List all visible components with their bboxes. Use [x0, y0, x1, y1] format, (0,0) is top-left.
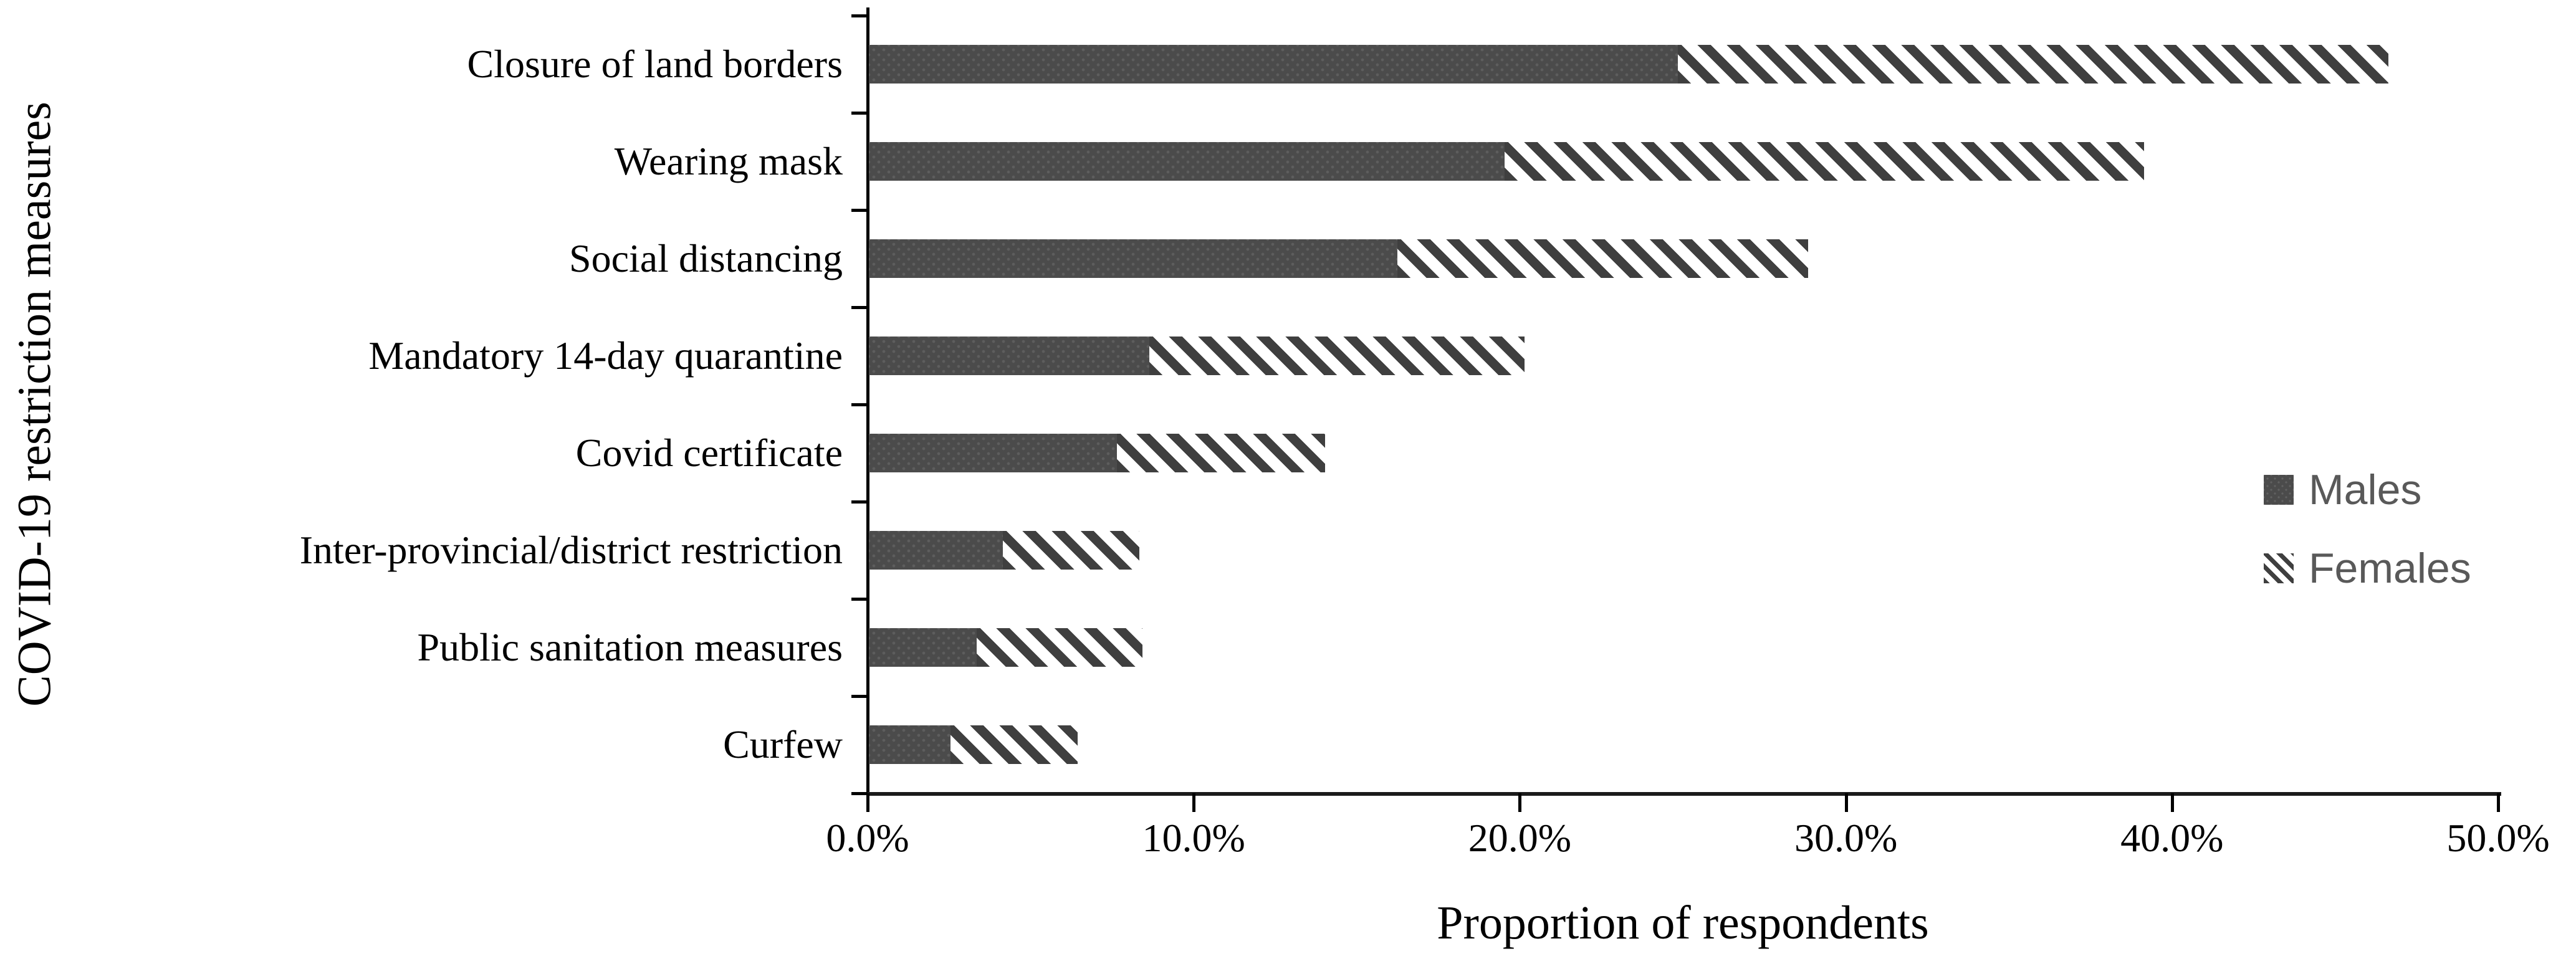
x-axis-tick-label: 50.0% — [2446, 816, 2550, 860]
y-axis-tick — [851, 500, 868, 504]
category-label: Wearing mask — [614, 139, 843, 183]
bar-females-segment — [1116, 434, 1326, 472]
x-axis-tick — [1518, 793, 1522, 812]
category-label: Covid certificate — [575, 431, 843, 475]
y-axis-tick — [851, 792, 868, 795]
category-label: Inter-provincial/district restriction — [299, 528, 843, 572]
legend-item-females: Females — [2264, 547, 2471, 590]
bar-males-segment — [869, 337, 1149, 375]
bar-females-segment — [1505, 142, 2144, 181]
females-swatch-icon — [2264, 553, 2294, 583]
category-label: Closure of land borders — [467, 42, 843, 86]
x-axis-tick-label: 0.0% — [826, 816, 909, 860]
legend-label-females: Females — [2309, 545, 2471, 592]
category-label: Curfew — [723, 722, 843, 766]
y-axis-tick — [851, 695, 868, 698]
y-axis-title: COVID-19 restriction measures — [8, 102, 61, 707]
y-axis-tick — [851, 209, 868, 212]
bar-males-segment — [869, 531, 1003, 570]
y-axis-tick — [851, 598, 868, 601]
x-axis-tick — [1844, 793, 1848, 812]
bar-females-segment — [1002, 531, 1140, 570]
x-axis-tick-label: 20.0% — [1468, 816, 1572, 860]
x-axis-title: Proportion of respondents — [1437, 897, 1929, 949]
category-label: Mandatory 14-day quarantine — [368, 333, 843, 378]
bar-males-segment — [869, 725, 950, 764]
y-axis-tick — [851, 14, 868, 17]
x-axis-tick-label: 40.0% — [2120, 816, 2224, 860]
bar-females-segment — [976, 628, 1143, 667]
legend-label-males: Males — [2309, 466, 2422, 513]
y-axis-line — [866, 7, 869, 795]
x-axis-tick-label: 30.0% — [1794, 816, 1898, 860]
bar-females-segment — [1149, 337, 1525, 375]
x-axis-tick-label: 10.0% — [1142, 816, 1245, 860]
bar-males-segment — [869, 628, 977, 667]
x-axis-line — [866, 792, 2501, 796]
bar-females-segment — [950, 725, 1078, 764]
category-label: Public sanitation measures — [417, 625, 843, 669]
x-axis-tick — [2170, 793, 2174, 812]
legend: Males Females — [2264, 469, 2471, 626]
x-axis-tick — [866, 793, 869, 812]
bar-males-segment — [869, 239, 1397, 278]
x-axis-tick — [2497, 793, 2500, 812]
bar-females-segment — [1397, 239, 1808, 278]
bar-males-segment — [869, 142, 1505, 181]
y-axis-tick — [851, 306, 868, 309]
legend-item-males: Males — [2264, 469, 2471, 511]
y-axis-tick — [851, 112, 868, 115]
category-label: Social distancing — [568, 236, 843, 280]
x-axis-tick — [1192, 793, 1196, 812]
bar-males-segment — [869, 45, 1678, 84]
males-swatch-icon — [2264, 475, 2294, 505]
bar-males-segment — [869, 434, 1117, 472]
y-axis-tick — [851, 403, 868, 406]
bar-females-segment — [1677, 45, 2389, 84]
